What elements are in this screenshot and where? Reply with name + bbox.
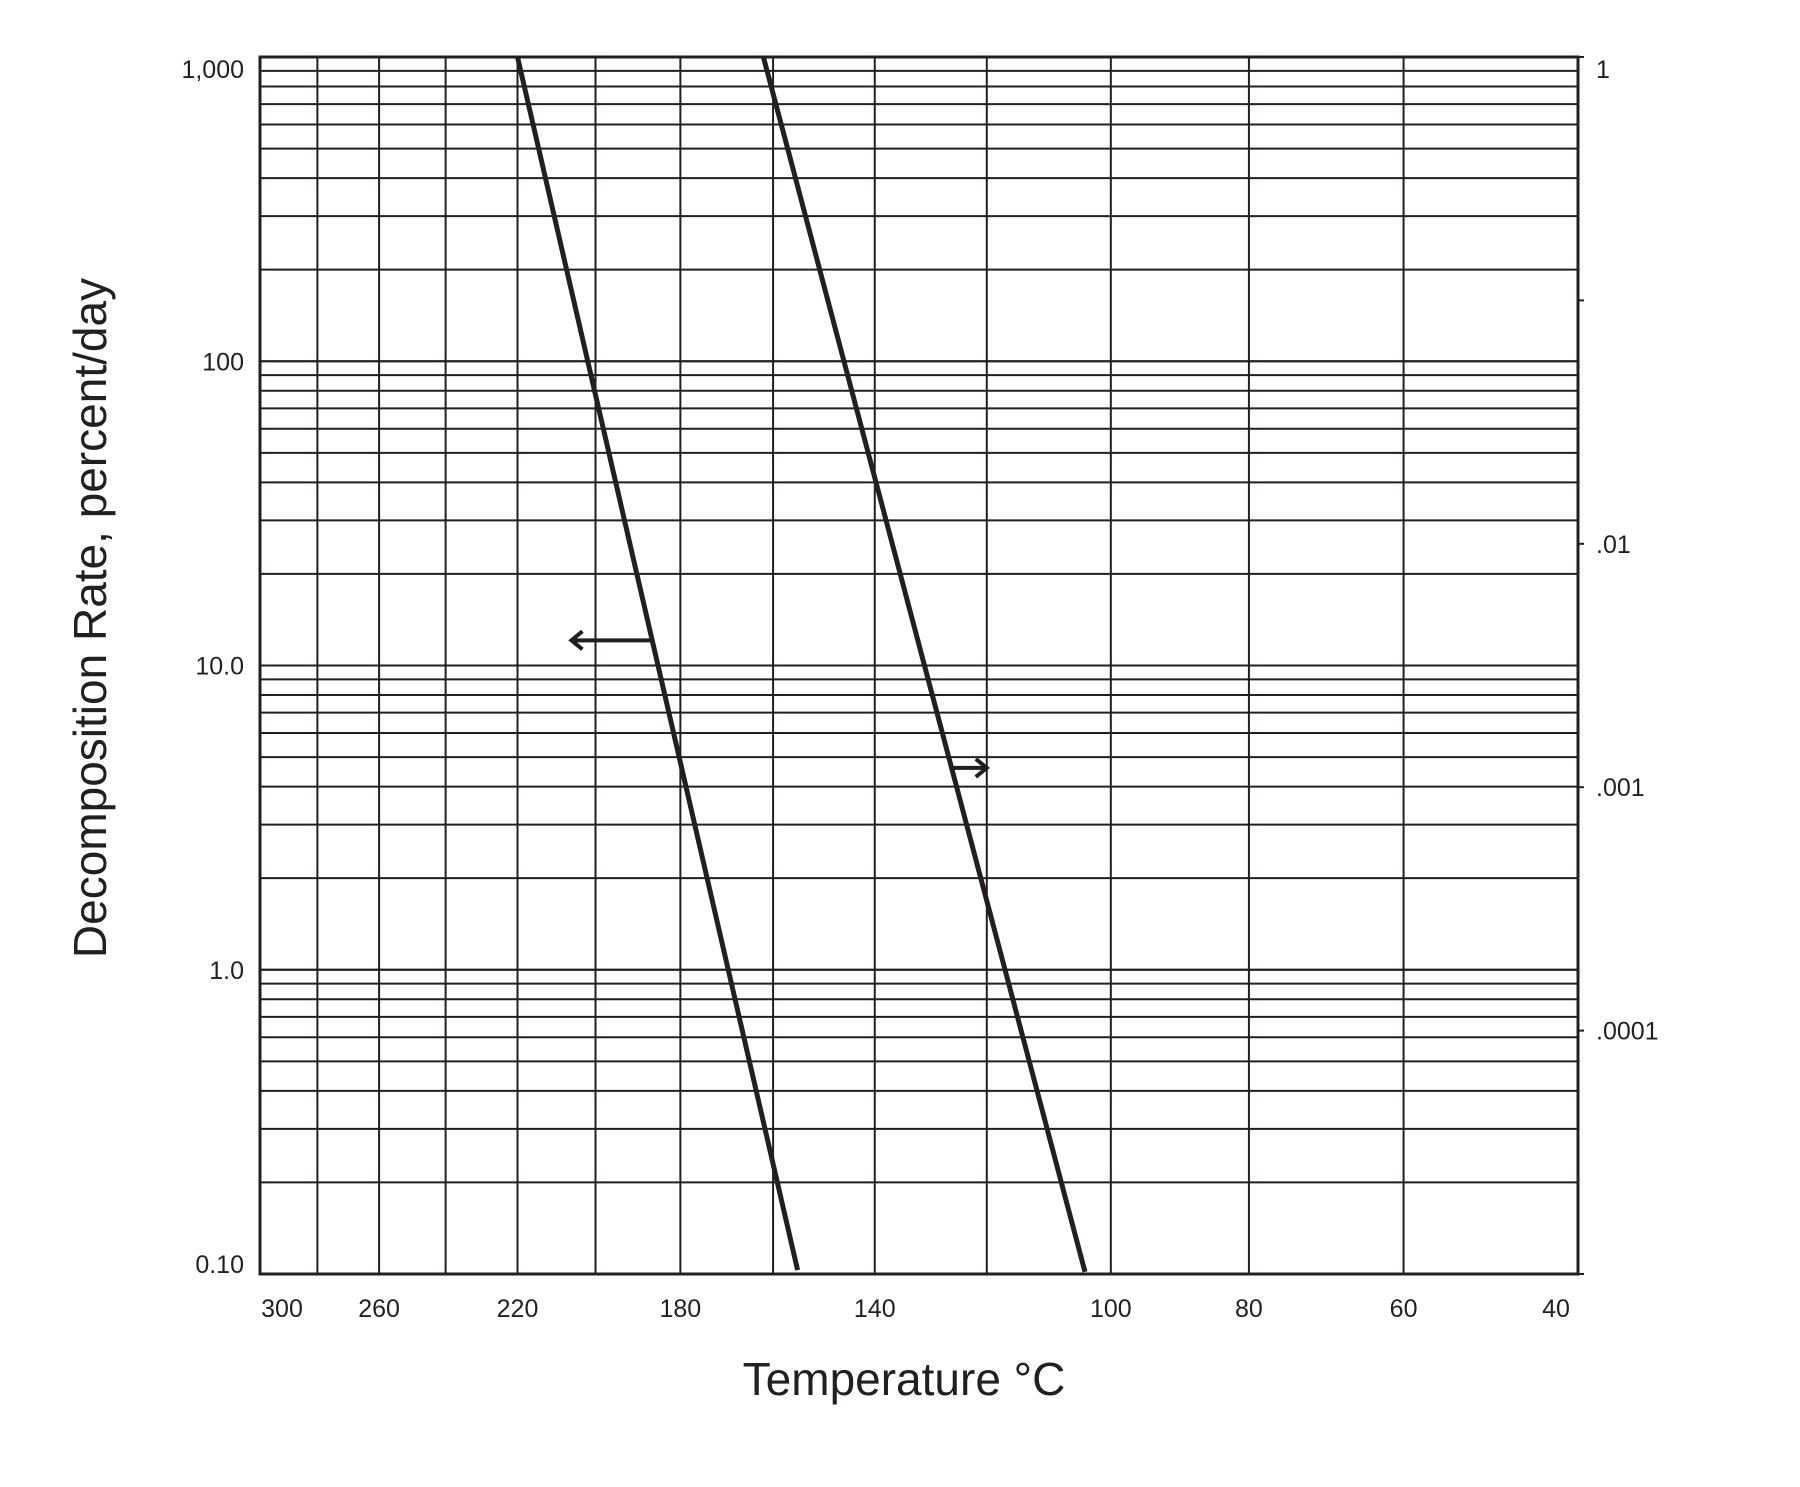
y-tick-label: 1,000 — [181, 56, 244, 84]
y2-tick-label: .0001 — [1596, 1018, 1659, 1046]
x-tick-label: 100 — [1090, 1295, 1132, 1323]
series-line-1 — [515, 56, 801, 1271]
grid — [259, 57, 1579, 1274]
tick-labels: 300 260 220 180 140 100 80 60 401,00010010.01.00… — [181, 56, 1659, 1323]
arrow-left-head — [568, 629, 584, 651]
y2-tick-label: .01 — [1596, 531, 1631, 559]
x-tick-label: 300 — [261, 1295, 303, 1323]
x-tick-label: 60 — [1390, 1295, 1418, 1323]
series-line-2 — [760, 56, 1088, 1273]
y-tick-label: 1.0 — [209, 957, 244, 985]
plot-frame — [258, 55, 1580, 1276]
x-tick-label: 80 — [1235, 1295, 1263, 1323]
y2-tick-label: 1 — [1596, 56, 1610, 84]
arrow-right-head — [974, 757, 990, 779]
x-tick-label: 40 — [1542, 1295, 1570, 1323]
y-axis-title: Decomposition Rate, percent/day — [64, 278, 116, 958]
x-tick-label: 260 — [358, 1295, 400, 1323]
x-axis-title: Temperature °C — [743, 1353, 1066, 1405]
y-tick-label: 10.0 — [195, 653, 244, 681]
y-tick-label: 0.10 — [195, 1251, 244, 1279]
axis-indicator-arrows — [568, 629, 990, 779]
x-tick-label: 140 — [854, 1295, 896, 1323]
x-tick-label: 180 — [660, 1295, 702, 1323]
y-tick-label: 100 — [202, 348, 244, 376]
x-tick-label: 220 — [497, 1295, 539, 1323]
y2-tick-label: .001 — [1596, 774, 1645, 802]
series-lines — [515, 56, 1088, 1273]
